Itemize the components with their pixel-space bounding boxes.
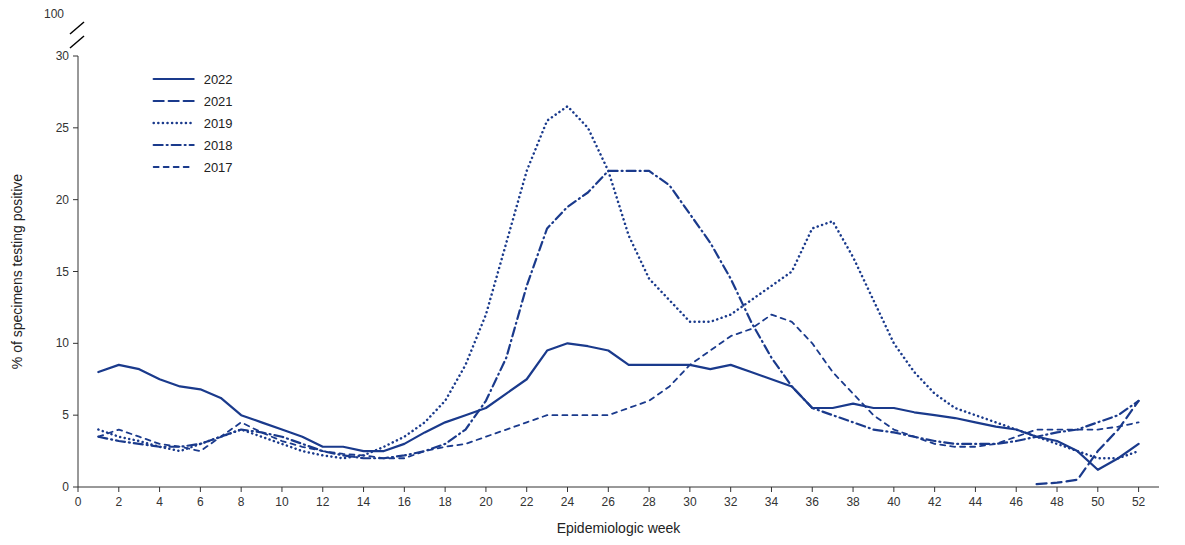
x-tick — [281, 487, 282, 492]
x-tick-label: 50 — [1091, 495, 1105, 509]
x-tick-label: 4 — [156, 495, 163, 509]
y-tick — [73, 271, 78, 272]
series-line — [98, 315, 1138, 459]
x-tick — [608, 487, 609, 492]
x-tick-label: 20 — [479, 495, 493, 509]
x-tick — [934, 487, 935, 492]
annotation: 100 — [44, 7, 64, 21]
y-tick-label: 10 — [56, 336, 70, 350]
x-tick-label: 26 — [602, 495, 616, 509]
x-tick-label: 40 — [887, 495, 901, 509]
x-tick — [118, 487, 119, 492]
y-tick — [73, 343, 78, 344]
x-tick — [445, 487, 446, 492]
x-tick — [649, 487, 650, 492]
x-tick-label: 0 — [75, 495, 82, 509]
x-tick-label: 42 — [928, 495, 942, 509]
y-tick-label: 20 — [56, 193, 70, 207]
y-tick — [73, 487, 78, 488]
x-tick — [159, 487, 160, 492]
x-axis-label: Epidemiologic week — [557, 520, 682, 536]
x-tick-label: 22 — [520, 495, 534, 509]
y-tick — [73, 127, 78, 128]
x-tick — [567, 487, 568, 492]
x-tick — [485, 487, 486, 492]
x-tick — [526, 487, 527, 492]
y-tick — [73, 415, 78, 416]
y-axis-label: % of specimens testing positive — [9, 174, 25, 370]
x-tick — [893, 487, 894, 492]
axes: 0246810121416182022242628303234363840424… — [44, 7, 1159, 509]
legend-label: 2018 — [204, 138, 233, 153]
x-tick — [78, 487, 79, 492]
y-tick-label: 25 — [56, 121, 70, 135]
x-tick-label: 2 — [115, 495, 122, 509]
x-tick-label: 14 — [357, 495, 371, 509]
y-tick-label: 15 — [56, 265, 70, 279]
x-tick — [1016, 487, 1017, 492]
series-line — [98, 106, 1138, 458]
legend-swatch — [154, 100, 194, 102]
series-line — [98, 343, 1138, 469]
legend-swatch — [154, 122, 194, 125]
x-tick-label: 8 — [238, 495, 245, 509]
legend-label: 2022 — [204, 72, 233, 87]
x-tick-label: 48 — [1050, 495, 1064, 509]
x-tick-label: 12 — [316, 495, 330, 509]
x-tick-label: 28 — [642, 495, 656, 509]
x-tick — [200, 487, 201, 492]
y-tick-label: 30 — [56, 49, 70, 63]
legend-label: 2017 — [204, 160, 233, 175]
x-tick — [404, 487, 405, 492]
x-tick — [812, 487, 813, 492]
legend-label: 2019 — [204, 116, 233, 131]
y-tick-label: 5 — [62, 408, 69, 422]
x-tick-label: 30 — [683, 495, 697, 509]
x-tick-label: 6 — [197, 495, 204, 509]
x-axis-line — [78, 487, 1159, 488]
legend: 2022 2021 2019 2018 2017 — [154, 72, 233, 175]
x-tick — [322, 487, 323, 492]
legend-swatch — [154, 78, 194, 80]
axis-break — [70, 36, 84, 48]
x-tick — [771, 487, 772, 492]
chart: 0246810121416182022242628303234363840424… — [0, 0, 1185, 545]
x-tick-label: 10 — [275, 495, 289, 509]
background — [0, 0, 1185, 545]
x-tick-label: 38 — [846, 495, 860, 509]
legend-swatch — [154, 144, 194, 146]
x-tick-label: 16 — [398, 495, 412, 509]
x-tick — [730, 487, 731, 492]
x-tick — [975, 487, 976, 492]
x-tick-label: 24 — [561, 495, 575, 509]
x-tick — [363, 487, 364, 492]
x-tick-label: 46 — [1010, 495, 1024, 509]
x-tick — [853, 487, 854, 492]
x-tick-label: 52 — [1132, 495, 1146, 509]
x-tick-label: 44 — [969, 495, 983, 509]
axis-break — [70, 22, 84, 34]
lines — [98, 106, 1138, 484]
x-tick-label: 32 — [724, 495, 738, 509]
y-tick-label: 0 — [62, 480, 69, 494]
legend-swatch — [154, 166, 194, 168]
y-tick — [73, 199, 78, 200]
y-tick — [73, 56, 78, 57]
x-tick — [1097, 487, 1098, 492]
x-tick — [1057, 487, 1058, 492]
x-tick-label: 18 — [438, 495, 452, 509]
x-tick-label: 34 — [765, 495, 779, 509]
legend-label: 2021 — [204, 94, 233, 109]
x-tick — [689, 487, 690, 492]
x-tick — [1138, 487, 1139, 492]
x-tick-label: 36 — [806, 495, 820, 509]
series-line — [98, 171, 1138, 458]
x-tick — [241, 487, 242, 492]
